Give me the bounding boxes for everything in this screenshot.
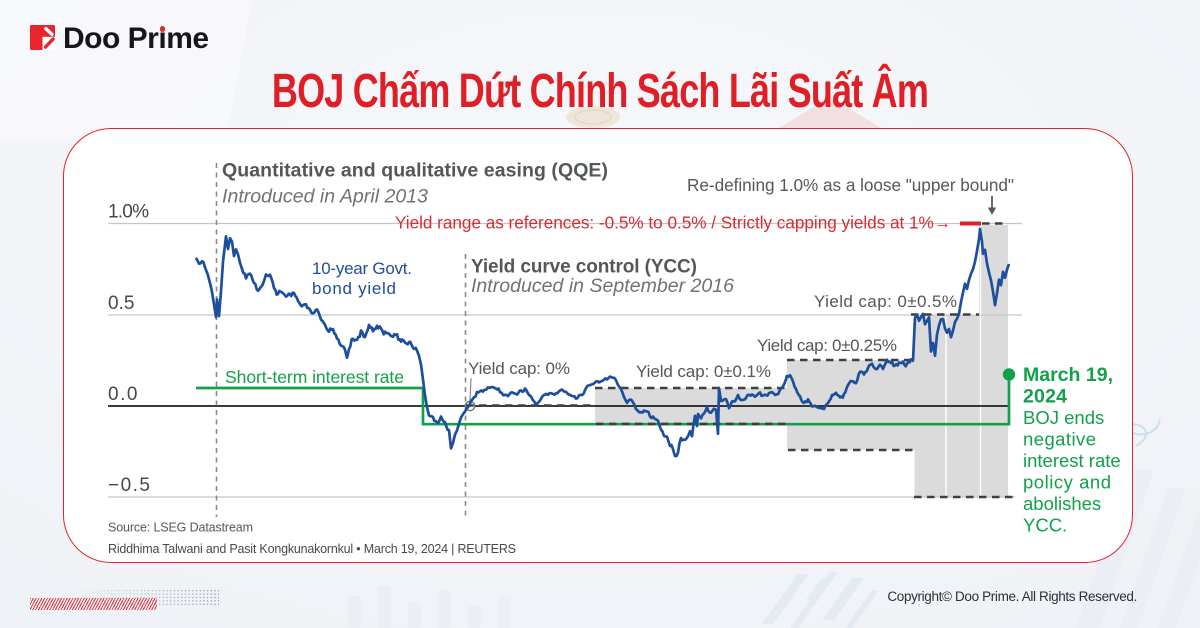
svg-text:Yield cap: 0±0.5%: Yield cap: 0±0.5% bbox=[814, 292, 957, 311]
svg-text:BOJ ends: BOJ ends bbox=[1023, 407, 1104, 428]
svg-text:Yield range as references: -0.: Yield range as references: -0.5% to 0.5%… bbox=[395, 213, 951, 233]
svg-text:YCC.: YCC. bbox=[1023, 515, 1067, 536]
svg-text:2024: 2024 bbox=[1023, 386, 1067, 408]
svg-text:policy and: policy and bbox=[1023, 472, 1111, 493]
svg-text:interest rate: interest rate bbox=[1023, 450, 1121, 471]
svg-text:bond yield: bond yield bbox=[312, 279, 396, 298]
svg-text:Re-defining 1.0% as a loose "u: Re-defining 1.0% as a loose "upper bound… bbox=[687, 175, 1014, 195]
svg-text:Yield cap: 0%: Yield cap: 0% bbox=[468, 359, 570, 378]
svg-text:10-year Govt.: 10-year Govt. bbox=[312, 259, 412, 278]
svg-text:Yield curve control (YCC): Yield curve control (YCC) bbox=[471, 257, 697, 278]
svg-text:Riddhima Talwani and Pasit Kon: Riddhima Talwani and Pasit Kongkunakornk… bbox=[108, 542, 516, 556]
svg-text:Yield cap: 0±0.25%: Yield cap: 0±0.25% bbox=[757, 336, 897, 355]
svg-text:Yield cap: 0±0.1%: Yield cap: 0±0.1% bbox=[636, 362, 771, 381]
svg-text:0.5: 0.5 bbox=[108, 293, 134, 314]
svg-text:Introduced in April 2013: Introduced in April 2013 bbox=[222, 186, 428, 208]
svg-text:negative: negative bbox=[1023, 429, 1096, 450]
svg-text:Quantitative and qualitative e: Quantitative and qualitative easing (QQE… bbox=[222, 160, 608, 182]
svg-text:Source: LSEG Datastream: Source: LSEG Datastream bbox=[108, 521, 253, 535]
svg-text:March 19,: March 19, bbox=[1023, 364, 1113, 386]
svg-text:0.0: 0.0 bbox=[108, 384, 138, 405]
svg-text:abolishes: abolishes bbox=[1023, 493, 1101, 514]
svg-text:Introduced in September 2016: Introduced in September 2016 bbox=[471, 275, 734, 297]
svg-text:Short-term interest rate: Short-term interest rate bbox=[225, 367, 404, 387]
svg-text:−0.5: −0.5 bbox=[108, 475, 150, 496]
svg-text:1.0%: 1.0% bbox=[108, 202, 149, 223]
